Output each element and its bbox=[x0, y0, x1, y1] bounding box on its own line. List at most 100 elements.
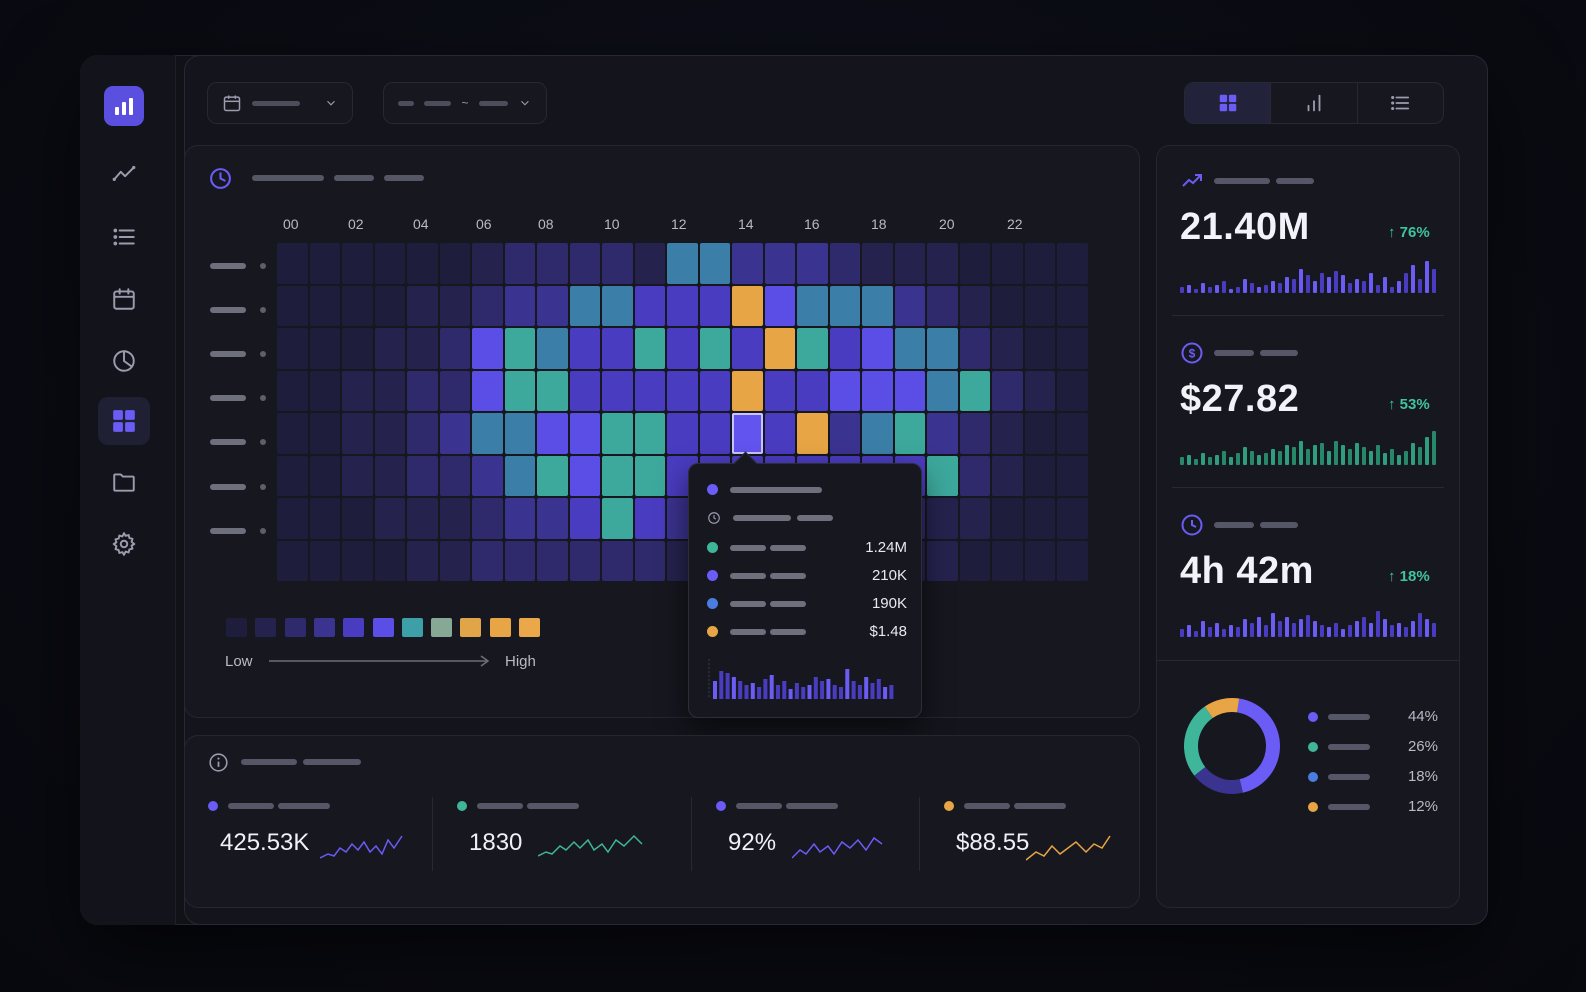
heatmap-cell[interactable] bbox=[472, 455, 503, 496]
heatmap-cell[interactable] bbox=[537, 243, 568, 284]
heatmap-cell[interactable] bbox=[602, 413, 633, 454]
heatmap-cell[interactable] bbox=[472, 243, 503, 284]
heatmap-cell[interactable] bbox=[1024, 328, 1055, 369]
date-dropdown[interactable] bbox=[207, 82, 353, 124]
heatmap-cell[interactable] bbox=[309, 540, 340, 581]
heatmap-cell[interactable] bbox=[764, 413, 795, 454]
heatmap-cell[interactable] bbox=[569, 540, 600, 581]
heatmap-cell[interactable] bbox=[862, 370, 893, 411]
heatmap-cell[interactable] bbox=[407, 455, 438, 496]
heatmap-cell[interactable] bbox=[472, 285, 503, 326]
heatmap-cell[interactable] bbox=[602, 243, 633, 284]
heatmap-cell[interactable] bbox=[959, 285, 990, 326]
heatmap-cell-selected[interactable] bbox=[732, 413, 763, 454]
heatmap-cell[interactable] bbox=[569, 328, 600, 369]
app-logo[interactable] bbox=[104, 86, 144, 126]
heatmap-cell[interactable] bbox=[1024, 243, 1055, 284]
heatmap-cell[interactable] bbox=[992, 455, 1023, 496]
heatmap-cell[interactable] bbox=[992, 498, 1023, 539]
heatmap-cell[interactable] bbox=[634, 413, 665, 454]
heatmap-cell[interactable] bbox=[862, 328, 893, 369]
heatmap-cell[interactable] bbox=[894, 328, 925, 369]
heatmap-cell[interactable] bbox=[472, 540, 503, 581]
grid-view-button[interactable] bbox=[1185, 83, 1272, 123]
heatmap-cell[interactable] bbox=[992, 328, 1023, 369]
heatmap-cell[interactable] bbox=[829, 285, 860, 326]
heatmap-cell[interactable] bbox=[797, 370, 828, 411]
heatmap-cell[interactable] bbox=[992, 540, 1023, 581]
heatmap-cell[interactable] bbox=[309, 498, 340, 539]
heatmap-cell[interactable] bbox=[1057, 370, 1088, 411]
heatmap-cell[interactable] bbox=[959, 370, 990, 411]
heatmap-cell[interactable] bbox=[1024, 498, 1055, 539]
heatmap-cell[interactable] bbox=[764, 328, 795, 369]
heatmap-cell[interactable] bbox=[504, 285, 535, 326]
heatmap-cell[interactable] bbox=[894, 285, 925, 326]
heatmap-cell[interactable] bbox=[699, 328, 730, 369]
heatmap-cell[interactable] bbox=[472, 413, 503, 454]
heatmap-cell[interactable] bbox=[309, 243, 340, 284]
heatmap-cell[interactable] bbox=[862, 413, 893, 454]
heatmap-cell[interactable] bbox=[862, 285, 893, 326]
heatmap-cell[interactable] bbox=[1057, 413, 1088, 454]
heatmap-cell[interactable] bbox=[829, 243, 860, 284]
heatmap-cell[interactable] bbox=[732, 370, 763, 411]
heatmap-cell[interactable] bbox=[1057, 455, 1088, 496]
heatmap-cell[interactable] bbox=[634, 243, 665, 284]
heatmap-cell[interactable] bbox=[407, 498, 438, 539]
heatmap-cell[interactable] bbox=[634, 370, 665, 411]
heatmap-cell[interactable] bbox=[992, 243, 1023, 284]
heatmap-cell[interactable] bbox=[342, 455, 373, 496]
heatmap-cell[interactable] bbox=[439, 413, 470, 454]
heatmap-cell[interactable] bbox=[537, 540, 568, 581]
heatmap-cell[interactable] bbox=[634, 328, 665, 369]
heatmap-cell[interactable] bbox=[959, 540, 990, 581]
heatmap-cell[interactable] bbox=[634, 498, 665, 539]
heatmap-cell[interactable] bbox=[472, 328, 503, 369]
heatmap-cell[interactable] bbox=[439, 243, 470, 284]
heatmap-cell[interactable] bbox=[699, 370, 730, 411]
list-view-button[interactable] bbox=[1358, 83, 1443, 123]
heatmap-cell[interactable] bbox=[277, 455, 308, 496]
heatmap-cell[interactable] bbox=[374, 243, 405, 284]
heatmap-cell[interactable] bbox=[959, 498, 990, 539]
heatmap-cell[interactable] bbox=[927, 370, 958, 411]
heatmap-cell[interactable] bbox=[407, 328, 438, 369]
heatmap-cell[interactable] bbox=[1057, 498, 1088, 539]
heatmap-cell[interactable] bbox=[797, 413, 828, 454]
sidebar-item-dashboard[interactable] bbox=[98, 397, 150, 445]
heatmap-cell[interactable] bbox=[829, 328, 860, 369]
heatmap-cell[interactable] bbox=[992, 285, 1023, 326]
sidebar-item-calendar[interactable] bbox=[98, 275, 150, 323]
heatmap-cell[interactable] bbox=[309, 370, 340, 411]
heatmap-cell[interactable] bbox=[764, 370, 795, 411]
heatmap-cell[interactable] bbox=[829, 413, 860, 454]
heatmap-cell[interactable] bbox=[569, 243, 600, 284]
heatmap-cell[interactable] bbox=[277, 540, 308, 581]
heatmap-cell[interactable] bbox=[277, 285, 308, 326]
heatmap-cell[interactable] bbox=[309, 455, 340, 496]
heatmap-cell[interactable] bbox=[472, 370, 503, 411]
sidebar-item-settings[interactable] bbox=[98, 520, 150, 568]
heatmap-cell[interactable] bbox=[569, 285, 600, 326]
heatmap-cell[interactable] bbox=[374, 370, 405, 411]
heatmap-cell[interactable] bbox=[1024, 540, 1055, 581]
heatmap-cell[interactable] bbox=[927, 243, 958, 284]
heatmap-cell[interactable] bbox=[1057, 285, 1088, 326]
heatmap-cell[interactable] bbox=[667, 370, 698, 411]
range-dropdown[interactable]: ~ bbox=[383, 82, 547, 124]
heatmap-cell[interactable] bbox=[504, 370, 535, 411]
heatmap-cell[interactable] bbox=[797, 243, 828, 284]
sidebar-item-list[interactable] bbox=[98, 213, 150, 261]
heatmap-cell[interactable] bbox=[927, 413, 958, 454]
heatmap-cell[interactable] bbox=[537, 413, 568, 454]
heatmap-cell[interactable] bbox=[1024, 370, 1055, 411]
heatmap-cell[interactable] bbox=[699, 413, 730, 454]
heatmap-cell[interactable] bbox=[374, 285, 405, 326]
heatmap-cell[interactable] bbox=[374, 498, 405, 539]
heatmap-cell[interactable] bbox=[569, 455, 600, 496]
heatmap-cell[interactable] bbox=[374, 540, 405, 581]
heatmap-cell[interactable] bbox=[407, 413, 438, 454]
heatmap-cell[interactable] bbox=[277, 498, 308, 539]
heatmap-cell[interactable] bbox=[764, 285, 795, 326]
